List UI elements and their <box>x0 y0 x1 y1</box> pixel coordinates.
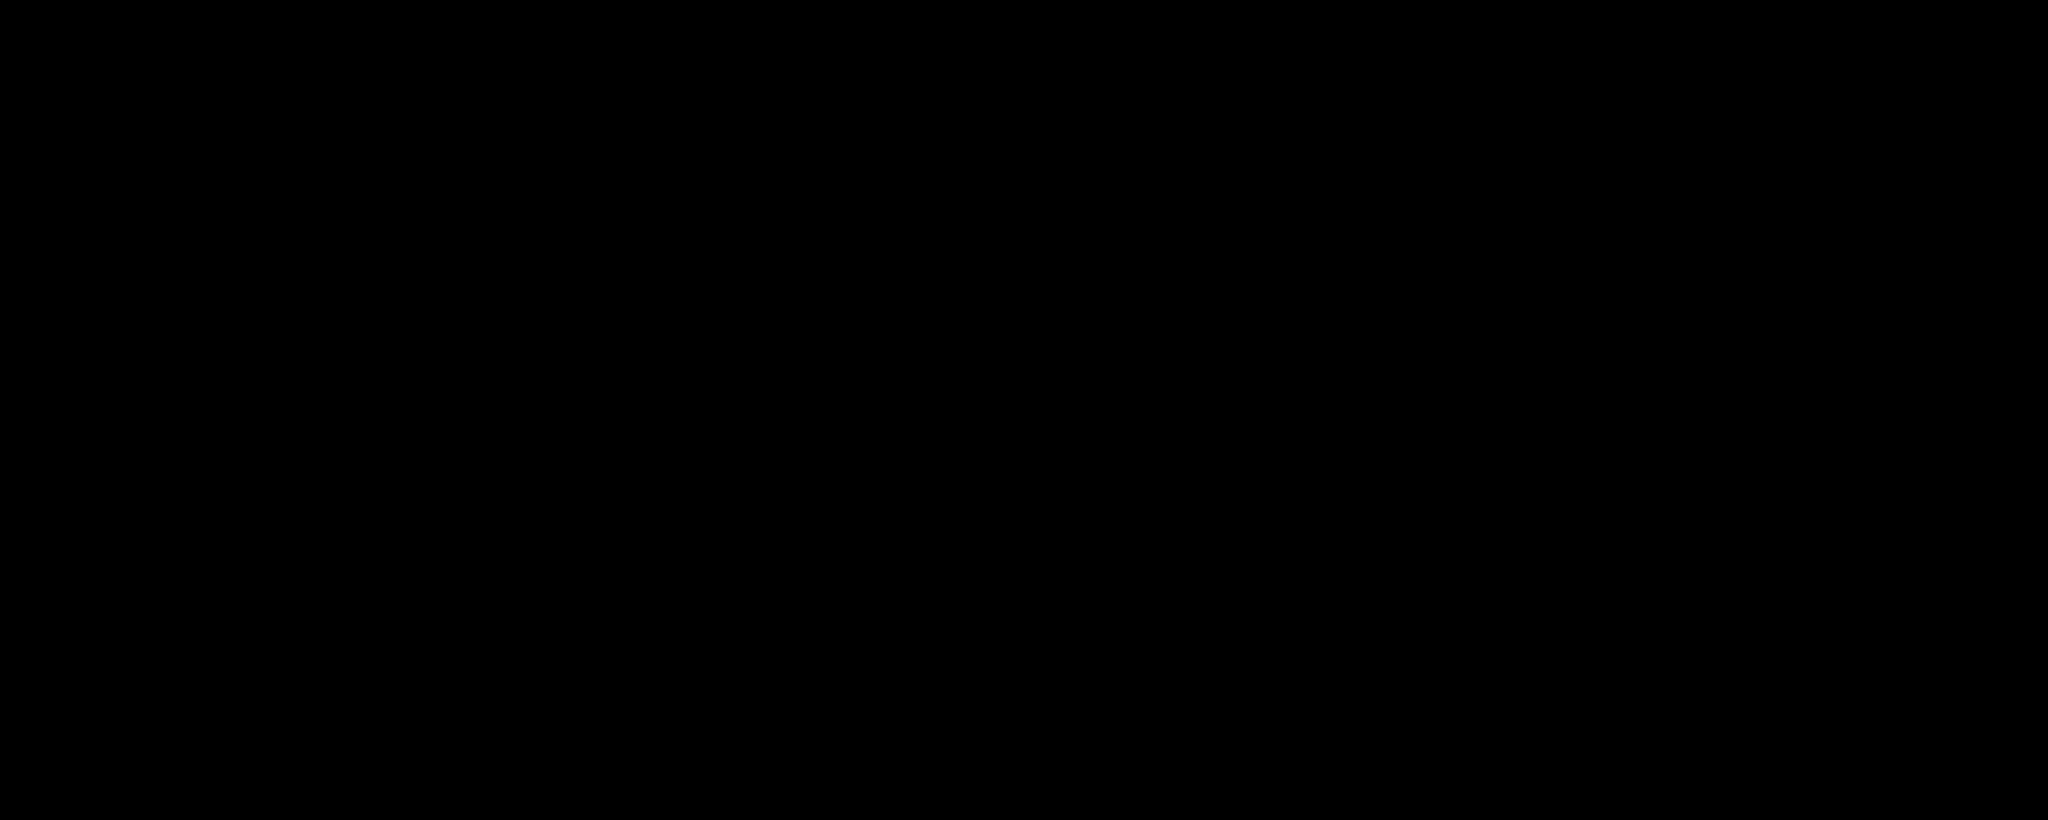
column-header-text: dist. (text) <box>725 25 1185 83</box>
table-row: 4 gamma Gamma <box>275 295 2048 353</box>
cell-text: uniform <box>725 431 1185 489</box>
cell-distribution: Logistic <box>1185 566 1303 624</box>
cell-text: logistic <box>725 566 1185 624</box>
cell-distribution: Beta <box>1185 363 1251 421</box>
cell-distribution: Uniform <box>1185 431 1309 489</box>
cell-distribution: Exponential <box>1185 160 1359 218</box>
cell-number: 4 <box>275 295 725 353</box>
table-row: 2 expon Exponential <box>275 160 2048 218</box>
cell-text: gamma <box>725 295 1185 353</box>
cell-number: 9 <box>275 633 725 691</box>
cell-number: 6 <box>275 431 725 489</box>
cell-text: beta <box>725 363 1185 421</box>
cell-number: 8 <box>275 566 725 624</box>
cell-text: norm <box>725 93 1185 151</box>
table-row: 8 logistic Logistic <box>275 566 2048 624</box>
cell-text: expon <box>725 160 1185 218</box>
table-row: 5 beta Beta <box>275 363 2048 421</box>
cell-number: 2 <box>275 160 725 218</box>
table-row: 3 weibull Weibull <box>275 228 2048 286</box>
cell-text: gumbel <box>725 498 1185 556</box>
cell-text: weibull <box>725 228 1185 286</box>
cell-distribution: Lognormal <box>1185 633 1345 691</box>
cell-distribution: Normal <box>1185 93 1295 151</box>
cell-distribution: Laplace <box>1185 701 1299 759</box>
cell-number: 5 <box>275 363 725 421</box>
cell-text: lognorm <box>725 633 1185 691</box>
table-row: 6 uniform Uniform <box>275 431 2048 489</box>
cell-distribution: Gumbel <box>1185 498 1301 556</box>
table-row: 10 laplace Laplace <box>275 701 2048 759</box>
table-header-row: dist. (number) dist. (text) Distribution <box>275 25 2048 83</box>
column-header-distribution: Distribution <box>1185 25 1365 83</box>
cell-number: 7 <box>275 498 725 556</box>
cell-text: laplace <box>725 701 1185 759</box>
table-row: 1 (default) norm Normal <box>275 93 2048 151</box>
cell-number: 1 (default) <box>275 93 725 151</box>
table-row: 9 lognorm Lognormal <box>275 633 2048 691</box>
column-header-number: dist. (number) <box>275 25 725 83</box>
cell-number: 10 <box>275 701 725 759</box>
cell-distribution: Weibull <box>1185 228 1298 286</box>
table-row: 7 gumbel Gumbel <box>275 498 2048 556</box>
cell-number: 3 <box>275 228 725 286</box>
distribution-table: dist. (number) dist. (text) Distribution… <box>275 25 2048 769</box>
cell-distribution: Gamma <box>1185 295 1299 353</box>
